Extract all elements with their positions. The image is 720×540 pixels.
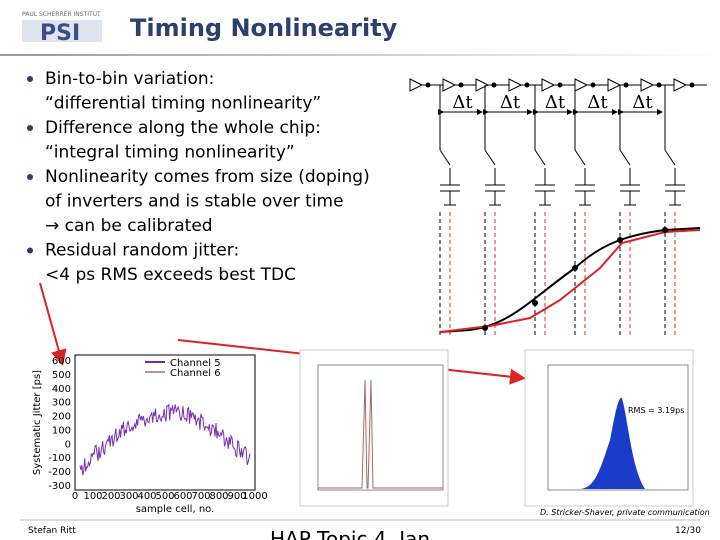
inset-trace xyxy=(318,379,443,489)
delay-diagram: Δt Δt Δt Δt Δt xyxy=(409,78,707,335)
dot xyxy=(532,300,538,306)
x-tick-label: 900 xyxy=(227,491,246,502)
event: HAP Topic 4, Jan. xyxy=(270,527,436,540)
y-tick-label: -100 xyxy=(48,453,71,464)
dot xyxy=(572,265,578,271)
logo: PSI xyxy=(40,21,80,46)
bullet-line: <4 ps RMS exceeds best TDC xyxy=(45,265,296,285)
credit: D. Stricker-Shaver, private communicatio… xyxy=(540,508,710,517)
switch xyxy=(484,149,496,166)
bullets: Bin-to-bin variation: “differential timin… xyxy=(27,69,370,285)
y-label: Systematic Jitter [ps] xyxy=(32,370,43,475)
y-tick-label: 200 xyxy=(52,412,71,423)
page-number: 12/30 xyxy=(675,526,701,536)
y-tick-label: 300 xyxy=(52,398,71,409)
header-rule xyxy=(0,54,720,56)
ideal-curve xyxy=(439,227,701,333)
bullet-line: “integral timing nonlinearity” xyxy=(45,143,295,163)
x-tick-label: 700 xyxy=(191,491,210,502)
bullet-line: Bin-to-bin variation: xyxy=(45,69,214,89)
legend-label: Channel 6 xyxy=(170,368,221,379)
jitter-trace xyxy=(79,403,251,476)
x-tick-label: 100 xyxy=(83,491,102,502)
y-tick-label: 400 xyxy=(52,384,71,395)
inverter xyxy=(607,78,622,92)
inverter xyxy=(673,78,688,92)
delay-label: Δt xyxy=(632,92,653,113)
inverter xyxy=(640,78,655,92)
x-label: sample cell, no. xyxy=(136,504,215,515)
author: Stefan Ritt xyxy=(28,526,76,536)
inverter xyxy=(541,78,556,92)
y-tick-label: 600 xyxy=(52,356,71,367)
y-tick-label: 100 xyxy=(52,425,71,436)
legend-label: Channel 5 xyxy=(170,358,221,369)
x-tick-label: 800 xyxy=(209,491,228,502)
rms-label: RMS = 3.19ps xyxy=(628,406,684,415)
y-tick-label: -300 xyxy=(48,481,71,492)
x-tick-label: 500 xyxy=(155,491,174,502)
bullet-dot xyxy=(27,247,33,254)
x-tick-label: 400 xyxy=(137,491,156,502)
bullet-line: Difference along the whole chip: xyxy=(45,118,321,138)
delay-label: Δt xyxy=(587,92,608,113)
switch xyxy=(439,149,451,166)
inverter xyxy=(475,78,490,92)
delay-label: Δt xyxy=(500,92,521,113)
real-curve xyxy=(439,229,701,333)
switch xyxy=(664,149,676,166)
bullet-dot xyxy=(27,76,33,82)
switch xyxy=(619,149,631,166)
x-tick-label: 200 xyxy=(101,491,120,502)
inverter xyxy=(442,78,457,92)
inset-frame xyxy=(317,364,444,491)
inset-plot xyxy=(299,349,449,507)
arrow xyxy=(39,282,67,366)
switch xyxy=(534,149,546,166)
bullet-line: Residual random jitter: xyxy=(45,241,239,261)
histogram xyxy=(580,397,645,489)
x-tick-label: 1000 xyxy=(242,491,267,502)
bullet-dot xyxy=(27,125,33,131)
switch xyxy=(574,149,586,166)
inverter xyxy=(409,78,424,92)
inverter xyxy=(574,78,589,92)
bullet-line: of inverters and is stable over time xyxy=(45,192,344,212)
bullet-line: “differential timing nonlinearity” xyxy=(45,94,321,114)
histogram-frame xyxy=(547,364,689,491)
y-tick-label: 0 xyxy=(65,439,71,450)
bullet-line: → can be calibrated xyxy=(45,216,213,236)
bullet-dot xyxy=(27,174,33,180)
x-tick-label: 0 xyxy=(72,491,78,502)
delay-label: Δt xyxy=(452,92,473,113)
inverter xyxy=(508,78,523,92)
logo-box xyxy=(22,20,102,42)
dot xyxy=(617,237,623,243)
y-tick-label: -200 xyxy=(48,467,71,478)
dot xyxy=(482,325,488,331)
x-tick-label: 300 xyxy=(119,491,138,502)
logo-top: PAUL SCHERRER INSTITUT xyxy=(22,11,101,18)
x-tick-label: 600 xyxy=(173,491,192,502)
delay-label: Δt xyxy=(545,92,566,113)
title: Timing Nonlinearity xyxy=(130,14,398,42)
dot xyxy=(662,227,668,233)
plot-frame xyxy=(74,354,256,491)
y-tick-label: 500 xyxy=(52,370,71,381)
bullet-line: Nonlinearity comes from size (doping) xyxy=(45,167,370,187)
